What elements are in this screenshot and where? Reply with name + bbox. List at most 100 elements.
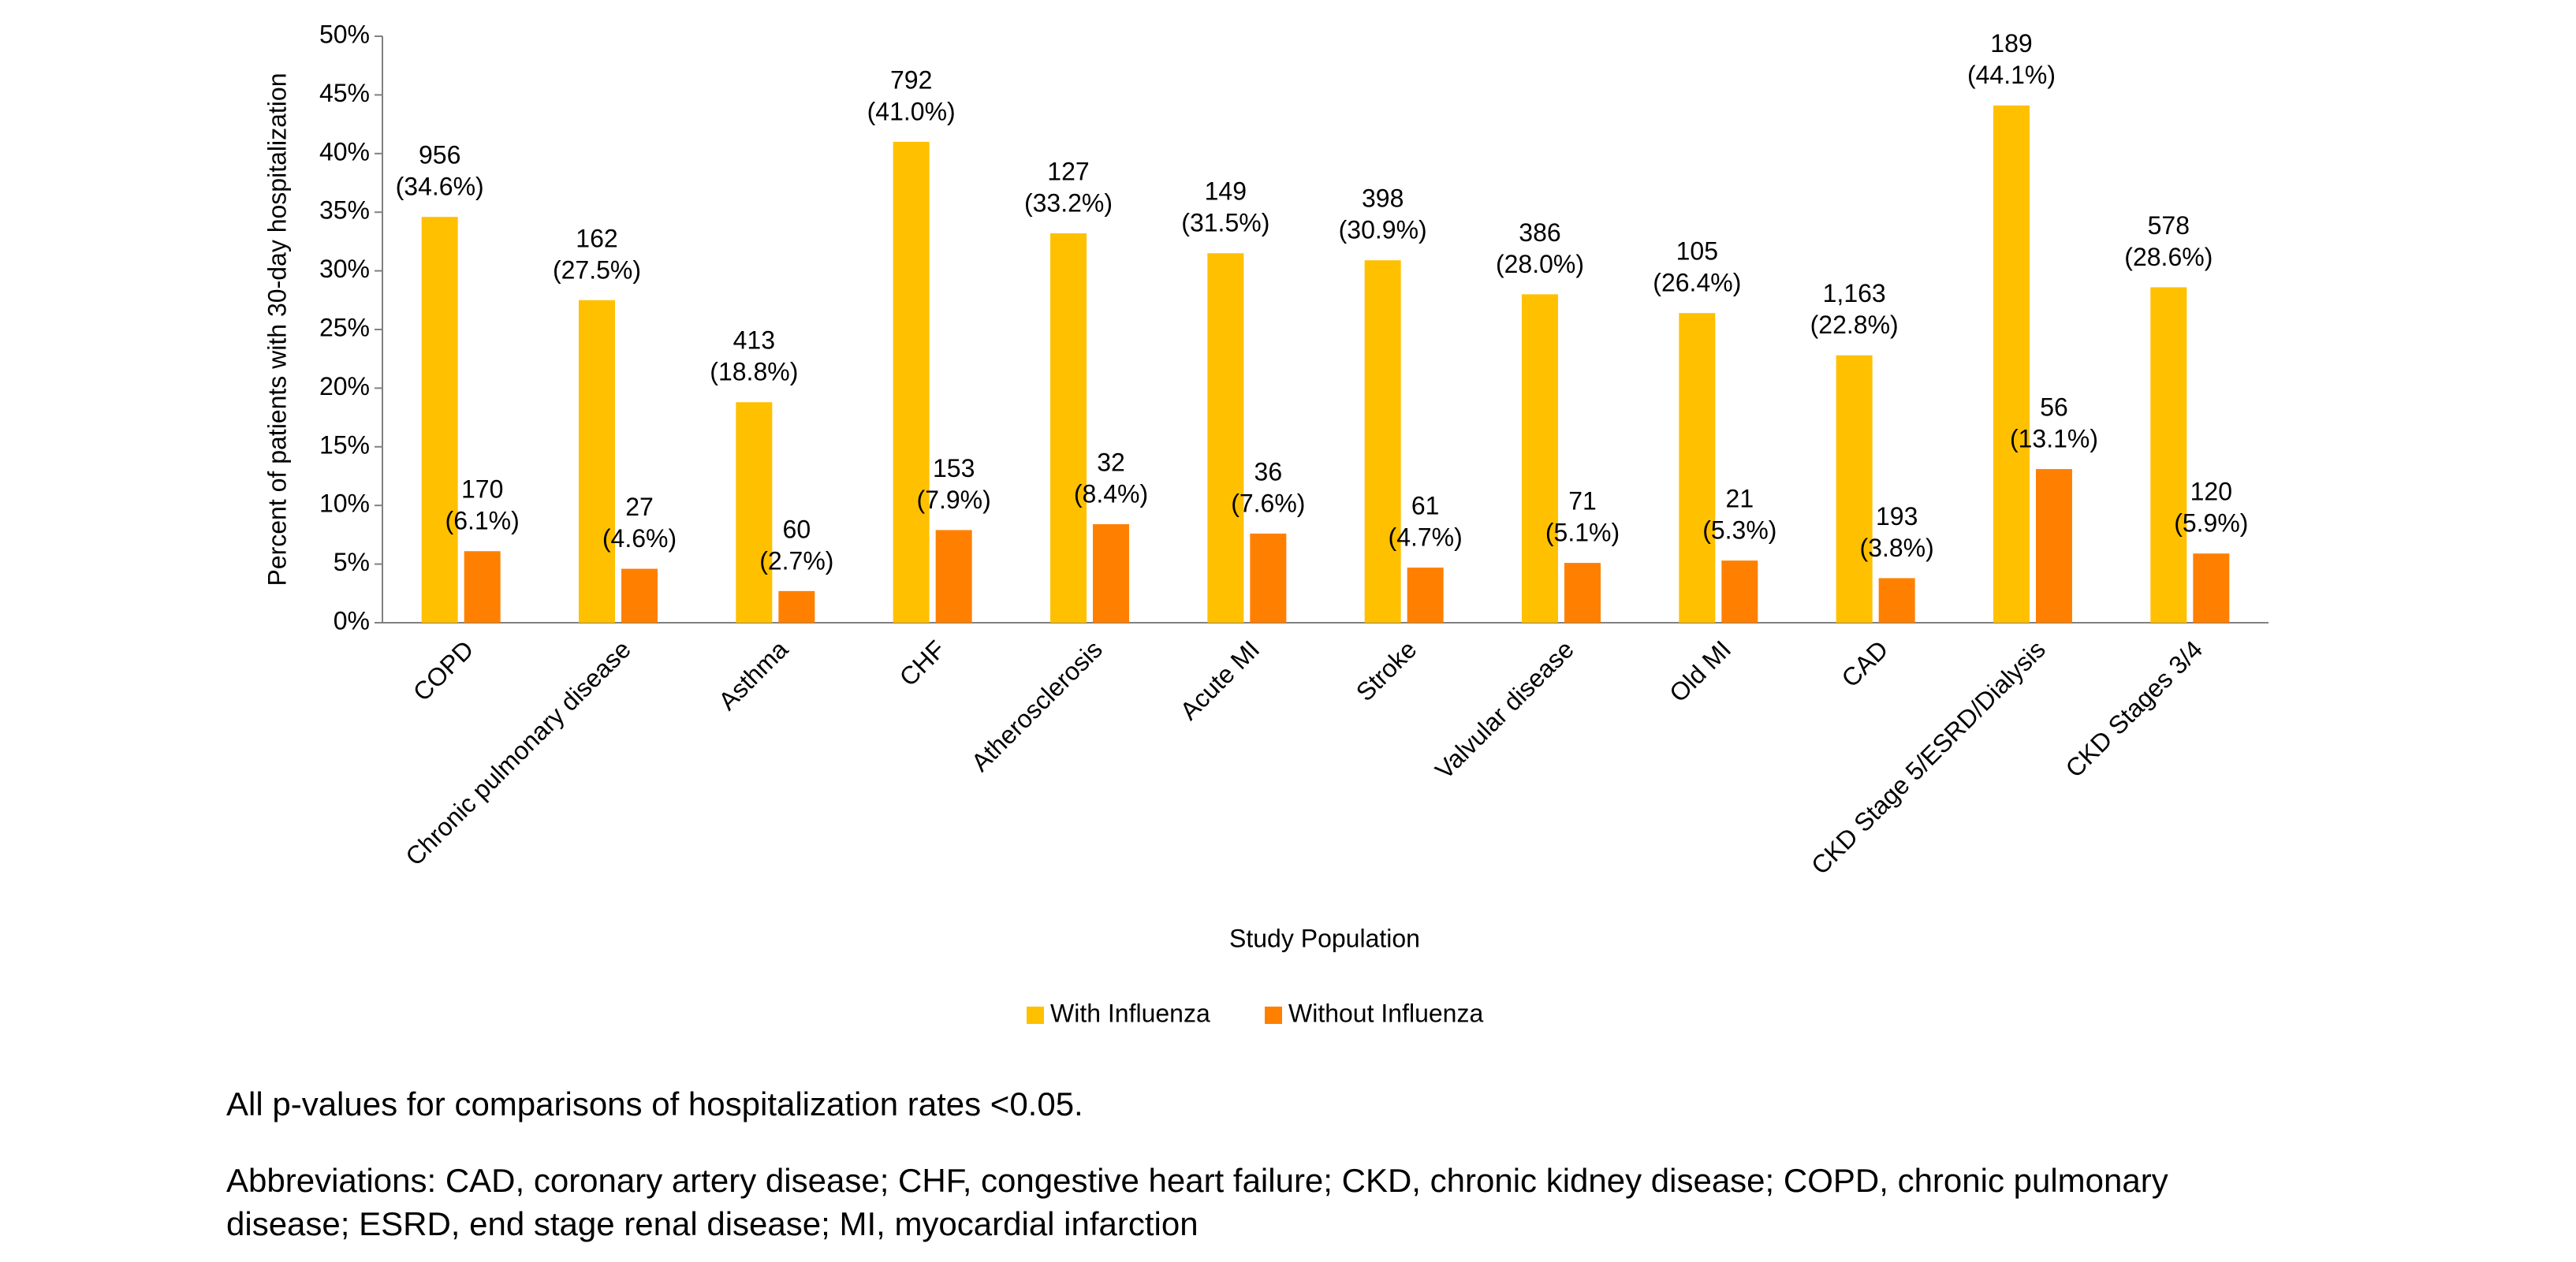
- bar: [1093, 524, 1129, 623]
- data-label-count: 193: [1876, 502, 1918, 530]
- bar: [421, 217, 458, 624]
- bar: [1679, 313, 1716, 623]
- legend-swatch: [1265, 1007, 1282, 1024]
- bar: [1993, 105, 2030, 624]
- data-label: (4.6%): [602, 524, 677, 553]
- data-label-count: 32: [1097, 448, 1125, 476]
- x-tick-label: Asthma: [713, 635, 793, 715]
- data-label: (41.0%): [867, 97, 956, 125]
- data-label-count: 792: [890, 65, 932, 94]
- y-tick-label: 10%: [319, 490, 370, 518]
- data-label-count: 578: [2148, 211, 2190, 240]
- data-label-count: 36: [1254, 457, 1283, 486]
- data-label: (18.8%): [710, 358, 798, 386]
- data-label-count: 1,163: [1823, 279, 1886, 307]
- data-label: (28.0%): [1496, 250, 1584, 278]
- data-label: (7.9%): [917, 486, 991, 514]
- bar: [893, 141, 930, 624]
- data-label-count: 120: [2190, 478, 2232, 506]
- data-label-count: 27: [625, 493, 654, 521]
- bar: [2193, 553, 2230, 623]
- data-label-count: 398: [1362, 184, 1404, 213]
- data-label: (5.1%): [1545, 519, 1620, 547]
- x-tick-label: Acute MI: [1175, 635, 1266, 725]
- legend-label: Without Influenza: [1288, 999, 1483, 1027]
- bar: [1250, 533, 1287, 623]
- data-label: (7.6%): [1231, 489, 1305, 517]
- data-label-count: 189: [1990, 29, 2032, 58]
- y-tick-label: 20%: [319, 372, 370, 400]
- data-label-count: 56: [2040, 393, 2068, 422]
- y-tick-label: 35%: [319, 196, 370, 225]
- x-tick-label: CAD: [1836, 635, 1893, 692]
- data-label-count: 149: [1205, 177, 1247, 206]
- legend-label: With Influenza: [1050, 999, 1210, 1027]
- data-label: (4.7%): [1389, 523, 1463, 552]
- data-label-count: 413: [733, 326, 775, 355]
- bar: [579, 300, 615, 623]
- x-tick-label: Old MI: [1664, 635, 1736, 707]
- data-label: (13.1%): [2010, 425, 2098, 453]
- bar: [1721, 560, 1758, 623]
- data-label: (44.1%): [1967, 61, 2056, 89]
- footnote: Abbreviations: CAD, coronary artery dise…: [226, 1162, 2168, 1199]
- y-axis-title: Percent of patients with 30-day hospital…: [263, 73, 291, 586]
- data-label-count: 21: [1726, 485, 1754, 513]
- data-label: (5.3%): [1702, 516, 1776, 545]
- data-label-count: 60: [783, 515, 811, 543]
- bar: [2150, 287, 2187, 623]
- y-tick-label: 50%: [319, 20, 370, 48]
- bar: [1522, 294, 1558, 623]
- legend-swatch: [1027, 1007, 1044, 1024]
- x-tick-label: COPD: [408, 635, 479, 706]
- bar: [1364, 260, 1401, 623]
- bar: [1407, 568, 1444, 623]
- x-tick-label: CHF: [894, 635, 951, 691]
- data-label-count: 153: [933, 454, 975, 482]
- data-label-count: 956: [419, 141, 460, 169]
- x-axis-title: Study Population: [1229, 924, 1420, 952]
- y-tick-label: 0%: [334, 606, 370, 635]
- bar: [1564, 563, 1601, 623]
- bar: [464, 551, 501, 623]
- x-tick-label: Valvular disease: [1430, 635, 1579, 784]
- data-label-count: 162: [576, 224, 617, 252]
- data-label: (22.8%): [1810, 311, 1899, 339]
- y-tick-label: 45%: [319, 79, 370, 107]
- x-tick-label: Atherosclerosis: [966, 635, 1108, 776]
- data-label-count: 127: [1047, 157, 1089, 185]
- data-label: (26.4%): [1653, 269, 1741, 297]
- data-label: (34.6%): [396, 173, 484, 201]
- bar: [935, 530, 972, 623]
- data-label-count: 61: [1411, 492, 1440, 520]
- y-tick-label: 5%: [334, 548, 370, 576]
- bar: [736, 402, 773, 623]
- data-label-count: 170: [461, 475, 503, 504]
- data-label: (30.9%): [1339, 216, 1427, 244]
- bar: [1207, 253, 1244, 623]
- data-label-count: 71: [1568, 487, 1597, 516]
- bar: [1050, 233, 1087, 623]
- bar: [778, 590, 815, 623]
- x-tick-label: CKD Stages 3/4: [2060, 635, 2209, 783]
- data-label-count: 105: [1676, 237, 1718, 266]
- bar: [621, 568, 658, 623]
- data-label: (8.4%): [1074, 479, 1148, 508]
- y-tick-label: 40%: [319, 137, 370, 166]
- data-label: (27.5%): [553, 255, 641, 284]
- bar: [1878, 578, 1915, 623]
- bar: [1836, 355, 1873, 623]
- footnote: disease; ESRD, end stage renal disease; …: [226, 1205, 1199, 1242]
- data-label: (5.9%): [2174, 509, 2248, 538]
- data-label: (33.2%): [1024, 188, 1113, 217]
- data-label-count: 386: [1519, 218, 1560, 247]
- data-label: (2.7%): [759, 546, 833, 575]
- data-label: (3.8%): [1860, 534, 1934, 562]
- data-label: (31.5%): [1181, 209, 1269, 237]
- data-label: (28.6%): [2124, 243, 2213, 271]
- x-tick-label: Stroke: [1351, 635, 1422, 706]
- y-tick-label: 30%: [319, 255, 370, 283]
- data-label: (6.1%): [445, 507, 520, 535]
- y-tick-label: 25%: [319, 313, 370, 341]
